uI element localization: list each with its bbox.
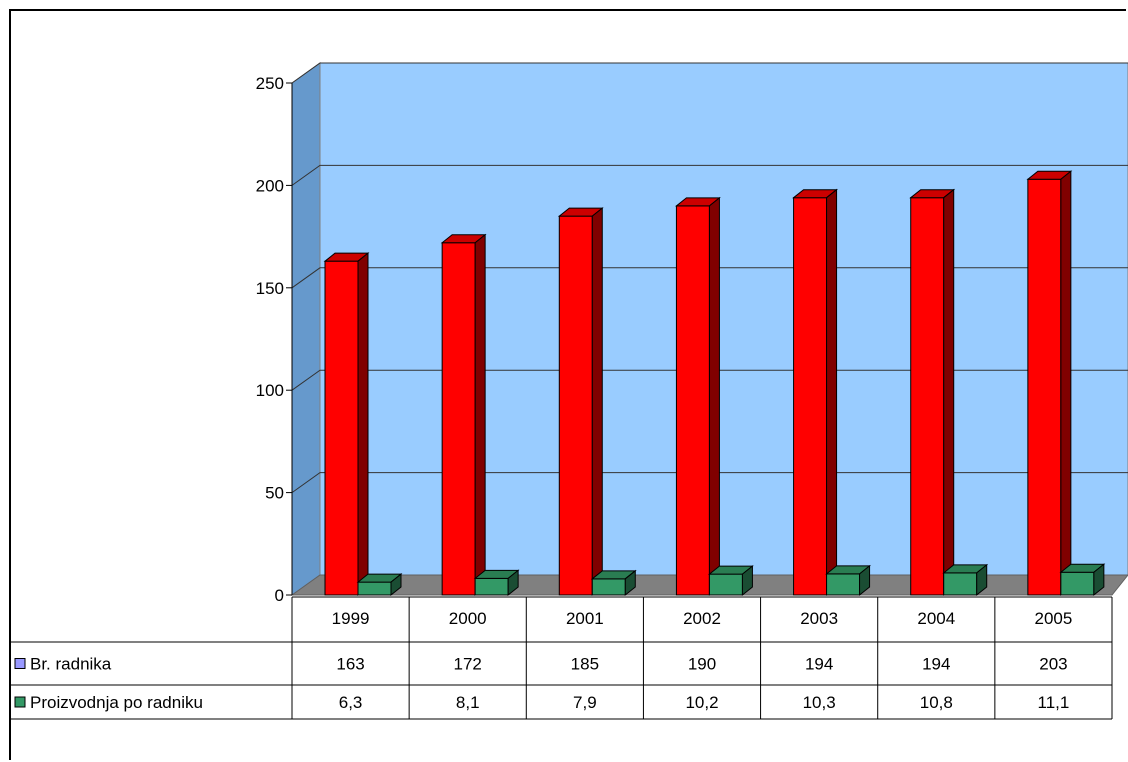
bar-series1 (792, 188, 838, 597)
data-value-label: 7,9 (573, 693, 597, 712)
y-axis: 0 50 100 150 200 250 (256, 74, 293, 605)
bar-series2-front (357, 581, 392, 596)
bar-series2 (1059, 563, 1106, 597)
x-category-label: 2002 (683, 609, 721, 628)
y-tick-label: 100 (256, 381, 284, 400)
data-value-label: 194 (922, 655, 950, 674)
bar-series2-side (390, 573, 402, 597)
data-table: 1999 2000 2001 2002 2003 2004 2005 Br. radnika 1… (9, 596, 1113, 720)
bar-series2-side (859, 564, 871, 597)
y-tick-label: 50 (265, 484, 284, 503)
x-category-label: 2000 (449, 609, 487, 628)
data-value-label: 194 (805, 655, 833, 674)
y-tick-label: 150 (256, 279, 284, 298)
bar-series2 (473, 569, 520, 597)
bar-series2 (825, 564, 871, 597)
bar-series1-side (826, 188, 838, 597)
gridline (291, 369, 1128, 391)
bar-series2 (708, 565, 754, 597)
bar-series1-front (910, 197, 945, 596)
x-category-label: 2003 (800, 609, 838, 628)
gridline (291, 62, 1128, 84)
bar-series1-side (474, 233, 486, 597)
bar-series2-side (1093, 563, 1105, 597)
y-tick-label: 200 (256, 176, 284, 195)
bar-series1 (675, 196, 721, 597)
data-value-label: 185 (571, 655, 599, 674)
bar-series2-side (624, 569, 636, 597)
series-name: Br. radnika (30, 655, 112, 674)
bar-series1-side (1060, 170, 1072, 597)
bar-series1 (909, 188, 956, 597)
x-category-label: 2005 (1035, 609, 1073, 628)
bar-series1 (1026, 170, 1073, 597)
bar-series2-front (474, 577, 509, 596)
gridline (291, 164, 1128, 186)
bar-series2-front (708, 573, 743, 596)
gridline (291, 472, 1128, 494)
bar-series1-front (324, 260, 359, 596)
bar-series1-side (708, 196, 720, 597)
data-value-label: 10,8 (920, 693, 953, 712)
x-category-label: 2001 (566, 609, 604, 628)
data-value-label: 10,3 (803, 693, 836, 712)
data-value-label: 163 (336, 655, 364, 674)
x-category-label: 1999 (332, 609, 370, 628)
bar-series1-front (675, 205, 710, 596)
gridline (291, 267, 1128, 289)
data-value-label: 11,1 (1038, 693, 1070, 712)
bar-series1-front (1027, 178, 1062, 596)
x-category-label: 2004 (917, 609, 955, 628)
bar-series2 (356, 573, 403, 597)
bar-series2 (590, 569, 637, 597)
data-value-label: 6,3 (339, 693, 363, 712)
back-wall (319, 62, 1128, 576)
bar-series2-front (826, 573, 861, 596)
side-wall (291, 62, 321, 596)
bar-series1-front (558, 215, 593, 596)
data-value-label: 172 (454, 655, 482, 674)
data-value-label: 190 (688, 655, 716, 674)
bar-series1-front (793, 197, 828, 596)
bar-series2-front (1060, 571, 1095, 596)
bar-series2-side (976, 563, 988, 597)
data-value-label: 203 (1039, 655, 1067, 674)
bar-series1-side (357, 252, 369, 597)
data-value-label: 10,2 (685, 693, 718, 712)
legend-key (14, 658, 26, 669)
series-name: Proizvodnja po radniku (30, 693, 203, 712)
legend-key (14, 696, 26, 708)
bar-series1 (557, 207, 604, 597)
bar-series2-front (591, 578, 626, 596)
bar-series2 (942, 563, 989, 597)
gridlines (291, 62, 1128, 494)
y-tick-label: 250 (256, 74, 284, 93)
bar-series1-front (441, 242, 476, 596)
bar-series1 (323, 252, 370, 597)
bar-series1-side (943, 188, 955, 597)
bar-series2-side (741, 565, 753, 597)
bars (323, 170, 1106, 597)
bar-series1-side (591, 207, 603, 597)
bar-series1 (440, 233, 487, 597)
data-value-label: 8,1 (456, 693, 480, 712)
bar-series2-side (507, 569, 519, 597)
bar-series2-front (943, 572, 978, 596)
y-tick-label: 0 (275, 586, 284, 605)
chart-frame (9, 9, 1126, 760)
